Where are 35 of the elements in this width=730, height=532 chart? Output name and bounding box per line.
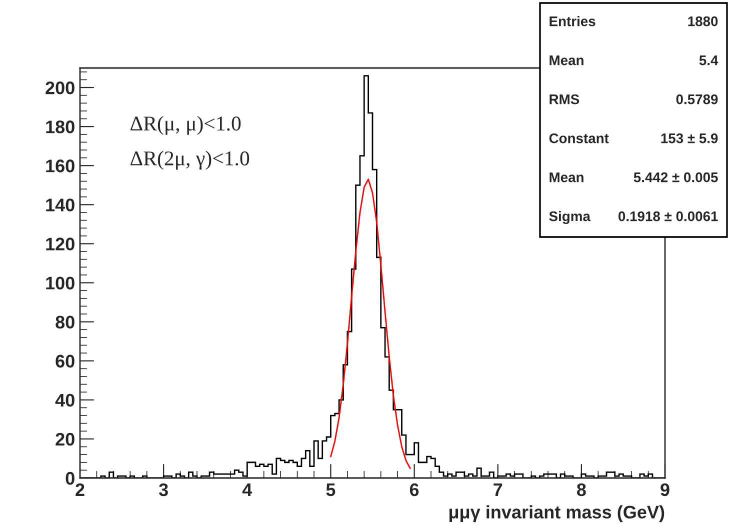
annotation: 5.442 ± 0.005 xyxy=(634,172,718,182)
x-tick-label: 2 xyxy=(76,483,84,496)
y-tick-label: 40 xyxy=(55,394,74,407)
y-tick-label: 20 xyxy=(56,432,74,446)
annotation: 0.1918 ± 0.0061 xyxy=(618,211,718,222)
y-tick-label: 160 xyxy=(46,160,74,172)
y-tick-label: 120 xyxy=(46,238,74,250)
annotation: Constant xyxy=(549,133,609,144)
x-axis-title: μμγ invariant mass (GeV) xyxy=(450,505,664,522)
y-tick-label: 140 xyxy=(46,198,74,212)
text: Entries xyxy=(550,16,596,26)
annotation: Mean xyxy=(550,172,584,182)
x-tick-label: 7 xyxy=(494,484,502,496)
text: 0.5789 xyxy=(676,94,718,104)
y-tick-label: 200 xyxy=(46,81,74,94)
y-tick-label: 180 xyxy=(46,120,74,134)
annotation: ΔR(2μ, γ)<1.0 xyxy=(130,150,250,170)
annotation: RMS xyxy=(550,94,580,104)
x-tick-label: 6 xyxy=(410,483,419,496)
x-tick-label: 3 xyxy=(158,483,168,496)
x-tick-label: 9 xyxy=(660,483,670,496)
x-tick-label: 8 xyxy=(576,483,586,496)
annotation: Sigma xyxy=(549,210,591,224)
line-series xyxy=(330,178,411,469)
text: Mean xyxy=(550,56,584,66)
annotation: 153 ± 5.9 xyxy=(661,133,718,144)
y-tick-label: 80 xyxy=(56,316,74,329)
text: 5.4 xyxy=(699,56,718,66)
x-tick-label: 5 xyxy=(326,484,336,496)
y-tick-label: 60 xyxy=(56,354,74,368)
y-tick-label: 0 xyxy=(66,472,74,485)
x-tick-label: 4 xyxy=(242,484,252,496)
y-tick-label: 100 xyxy=(46,276,74,290)
text: 1880 xyxy=(688,16,718,26)
annotation: ΔR(μ, μ)<1.0 xyxy=(130,116,241,135)
